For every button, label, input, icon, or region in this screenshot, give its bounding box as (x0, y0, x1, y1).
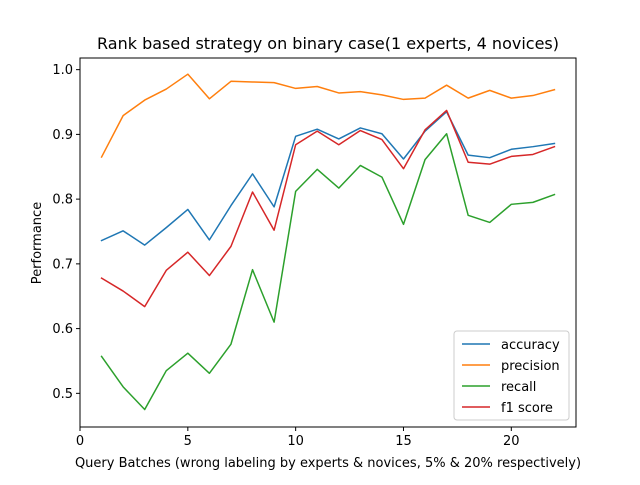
series-line-precision (100, 73, 556, 159)
series-line-accuracy (100, 110, 556, 246)
legend-entry: precision (501, 359, 560, 374)
y-tick-label: 0.6 (52, 322, 73, 337)
series-line-f1-score (100, 109, 556, 308)
series-line-recall (100, 132, 556, 411)
x-axis-ticks: 0 5 10 15 20 (76, 427, 520, 449)
legend-entry: f1 score (501, 401, 553, 416)
legend-frame (453, 330, 570, 421)
y-tick-label: 0.8 (52, 193, 73, 208)
x-tick-label: 10 (287, 434, 304, 449)
legend-entry: recall (501, 380, 536, 395)
plot-frame (79, 57, 577, 428)
x-tick-label: 0 (76, 434, 84, 449)
x-tick-label: 15 (395, 434, 412, 449)
x-tick-label: 20 (503, 434, 520, 449)
legend: accuracy precision recall f1 score (453, 330, 570, 421)
plot-lines (100, 73, 556, 411)
chart-title: Rank based strategy on binary case(1 exp… (97, 34, 559, 53)
legend-entry: accuracy (501, 338, 560, 353)
y-axis-ticks: 0.5 0.6 0.7 0.8 0.9 1.0 (52, 63, 80, 402)
x-tick-label: 5 (184, 434, 192, 449)
y-tick-label: 1.0 (52, 63, 73, 78)
y-axis-label: Performance (30, 202, 45, 284)
y-tick-label: 0.5 (52, 387, 73, 402)
y-tick-label: 0.9 (52, 128, 73, 143)
x-axis-label: Query Batches (wrong labeling by experts… (75, 456, 581, 471)
y-tick-label: 0.7 (52, 257, 73, 272)
